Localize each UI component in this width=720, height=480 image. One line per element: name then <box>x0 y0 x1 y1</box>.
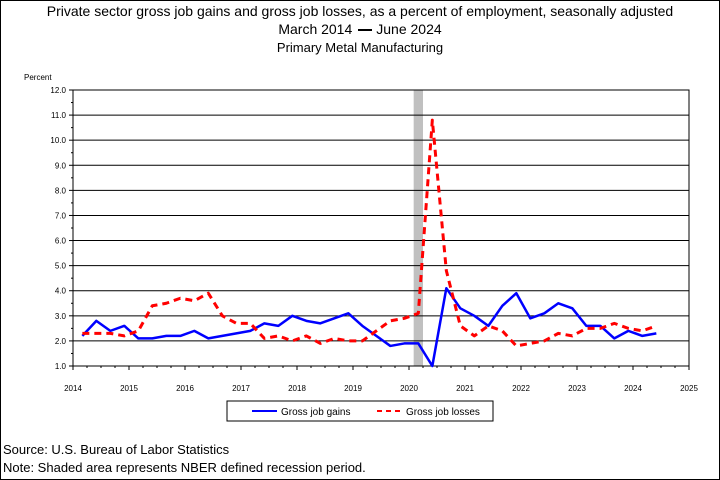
y-tick-label: 7.0 <box>55 211 67 220</box>
x-tick-label: 2022 <box>512 384 530 393</box>
y-tick-label: 2.0 <box>55 337 67 346</box>
legend-losses-label: Gross job losses <box>406 407 480 418</box>
series-line-gross-job-losses <box>82 118 657 348</box>
title-block: Private sector gross job gains and gross… <box>0 2 720 57</box>
series-layer <box>81 118 657 368</box>
y-axis-label: Percent <box>24 73 52 82</box>
y-tick-label: 8.0 <box>55 186 67 195</box>
grid-layer <box>73 89 689 367</box>
x-tick-label: 2023 <box>568 384 586 393</box>
x-tick-label: 2020 <box>400 384 418 393</box>
chart-title: Private sector gross job gains and gross… <box>46 3 674 19</box>
x-tick-label: 2024 <box>624 384 642 393</box>
legend-gains-label: Gross job gains <box>281 407 350 418</box>
y-tick-label: 11.0 <box>51 111 67 120</box>
date-range-start: March 2014 <box>278 21 353 37</box>
y-tick-label: 5.0 <box>55 262 67 271</box>
chart-subtitle: March 2014 June 2024 <box>0 20 720 38</box>
y-tick-label: 4.0 <box>55 287 67 296</box>
y-tick-label: 6.0 <box>55 237 67 246</box>
legend: Gross job gains Gross job losses <box>226 400 494 422</box>
x-tick-label: 2016 <box>176 384 194 393</box>
x-tick-label: 2015 <box>120 384 138 393</box>
recession-note: Note: Shaded area represents NBER define… <box>3 460 366 475</box>
recession-band <box>413 90 423 366</box>
y-tick-label: 3.0 <box>55 312 67 321</box>
x-tick-label: 2025 <box>680 384 698 393</box>
y-tick-label: 12.0 <box>50 86 66 95</box>
y-tick-label: 9.0 <box>55 161 67 170</box>
x-tick-label: 2018 <box>288 384 306 393</box>
date-range-end: June 2024 <box>376 21 442 37</box>
legend-box <box>226 400 494 422</box>
y-tick-label: 1.0 <box>55 362 67 371</box>
axis-layer: 1.0 2.0 3.0 4.0 5.0 6.0 7.0 8.0 9.0 10.0 11.0 12.0 P… <box>24 73 698 393</box>
industry-title: Primary Metal Manufacturing <box>276 40 444 55</box>
x-tick-label: 2021 <box>456 384 474 393</box>
y-tick-label: 10.0 <box>50 136 66 145</box>
recession-layer <box>413 90 423 366</box>
series-line-gross-job-gains <box>81 286 657 368</box>
x-tick-label: 2014 <box>64 384 82 393</box>
x-tick-label: 2017 <box>232 384 250 393</box>
dash-icon <box>358 29 373 32</box>
source-note: Source: U.S. Bureau of Labor Statistics <box>3 442 230 457</box>
x-tick-label: 2019 <box>344 384 362 393</box>
